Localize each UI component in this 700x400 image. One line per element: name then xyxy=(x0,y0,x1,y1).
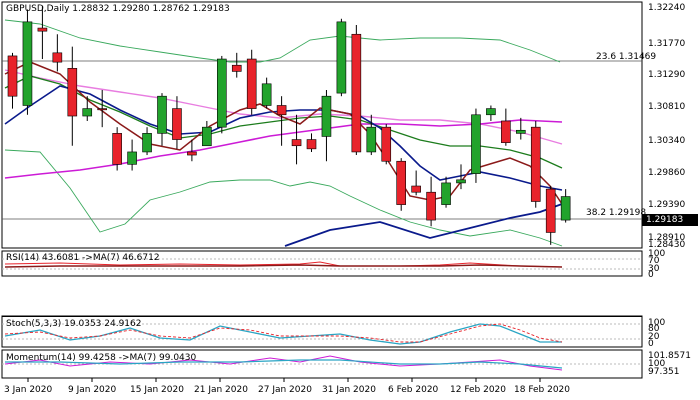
stoch-tick: 100 xyxy=(648,318,666,328)
stoch-tick: 20 xyxy=(648,332,660,342)
price-tick: 1.29390 xyxy=(648,200,686,210)
date-label: 6 Feb 2020 xyxy=(388,385,439,395)
ma-darkred xyxy=(4,61,563,205)
candle-body xyxy=(560,196,571,221)
bollinger-upper xyxy=(4,19,561,63)
candle-body xyxy=(127,151,137,165)
candle-body xyxy=(37,27,48,32)
candle-body xyxy=(515,129,526,134)
fib-38-2-label: 38.2 1.29198 xyxy=(586,208,647,218)
rsi-panel xyxy=(1,250,643,277)
candle-body xyxy=(52,52,63,63)
stoch-k-line xyxy=(4,323,562,345)
momentum-label: Momentum(14) 99.4258 ->MA(7) 99.0430 xyxy=(6,353,197,363)
candle-body xyxy=(97,108,107,111)
ma-pink xyxy=(4,69,563,145)
current-price-tag: 1.29183 xyxy=(642,214,698,226)
candle-body xyxy=(456,179,466,184)
candle-body xyxy=(366,126,377,153)
price-tick: 1.28430 xyxy=(648,240,686,250)
chart-info-label: GBPUSD,Daily 1.28832 1.29280 1.28762 1.2… xyxy=(6,4,230,14)
candle-body xyxy=(501,120,511,143)
momentum-tick: 101.8571 xyxy=(648,351,691,361)
candle-body xyxy=(187,151,197,156)
date-label: 18 Feb 2020 xyxy=(514,385,571,395)
candle-body xyxy=(202,126,212,147)
stoch-d-line xyxy=(4,323,563,343)
stoch-top-frame xyxy=(2,316,642,317)
bollinger-lower xyxy=(4,149,563,247)
candle-body xyxy=(411,185,421,193)
ma-magenta xyxy=(4,119,563,179)
rsi-line xyxy=(4,261,563,268)
rsi-ma-line xyxy=(4,264,563,268)
candle-body xyxy=(217,58,227,128)
candle-body xyxy=(82,108,93,117)
price-tick: 1.31770 xyxy=(648,39,686,49)
date-label: 21 Jan 2020 xyxy=(194,385,248,395)
momentum-tick: 97.351 xyxy=(648,367,680,377)
date-label: 12 Feb 2020 xyxy=(450,385,507,395)
candlestick-series xyxy=(7,6,571,245)
price-tick: 1.28910 xyxy=(648,233,686,243)
candle-body xyxy=(67,68,78,117)
main-price-panel xyxy=(1,1,643,249)
ma-navy xyxy=(4,85,563,191)
date-label: 3 Jan 2020 xyxy=(4,385,53,395)
candle-body xyxy=(261,83,272,106)
candle-body xyxy=(172,108,182,140)
candle-body xyxy=(246,58,257,109)
stoch-tick: 0 xyxy=(648,339,654,349)
candle-body xyxy=(291,139,302,147)
candle-body xyxy=(276,105,287,116)
price-tick: 1.32240 xyxy=(648,3,686,13)
stoch-label: Stoch(5,3,3) 19.0353 24.9162 xyxy=(6,319,142,329)
price-tick: 1.31290 xyxy=(648,70,686,80)
rsi-tick: 70 xyxy=(648,256,660,266)
candle-body xyxy=(486,108,496,116)
price-tick: 1.30810 xyxy=(648,102,686,112)
candle-body xyxy=(441,182,451,205)
candle-body xyxy=(231,64,242,72)
candle-body xyxy=(545,188,556,233)
candle-body xyxy=(7,55,18,97)
candle-body xyxy=(142,133,152,153)
ma-long-navy xyxy=(284,203,563,247)
candle-body xyxy=(396,160,407,205)
x-axis-ticks xyxy=(27,378,541,382)
candle-body xyxy=(471,114,481,174)
date-label: 9 Jan 2020 xyxy=(68,385,117,395)
rsi-tick: 100 xyxy=(648,249,666,259)
date-label: 31 Jan 2020 xyxy=(322,385,376,395)
rsi-label: RSI(14) 43.6081 ->MA(7) 46.6712 xyxy=(6,253,160,263)
fib-23-6-label: 23.6 1.31469 xyxy=(596,52,657,62)
moving-average-lines xyxy=(4,19,563,247)
candle-body xyxy=(112,133,122,165)
date-label: 27 Jan 2020 xyxy=(258,385,312,395)
candle-body xyxy=(157,95,167,134)
momentum-ma-line xyxy=(5,359,563,369)
candle-body xyxy=(351,33,362,153)
stoch-tick: 80 xyxy=(648,324,660,334)
date-label: 15 Jan 2020 xyxy=(130,385,184,395)
candle-body xyxy=(336,21,347,94)
rsi-tick: 30 xyxy=(648,264,660,274)
candle-body xyxy=(426,191,436,221)
candle-body xyxy=(321,95,332,137)
rsi-tick: 0 xyxy=(648,270,654,280)
momentum-tick: 100 xyxy=(648,359,666,369)
candle-body xyxy=(530,126,541,202)
candle-body xyxy=(381,126,392,162)
candle-body xyxy=(306,139,317,150)
candle-body xyxy=(22,21,33,106)
price-tick: 1.30340 xyxy=(648,136,686,146)
price-tick: 1.29860 xyxy=(648,168,686,178)
